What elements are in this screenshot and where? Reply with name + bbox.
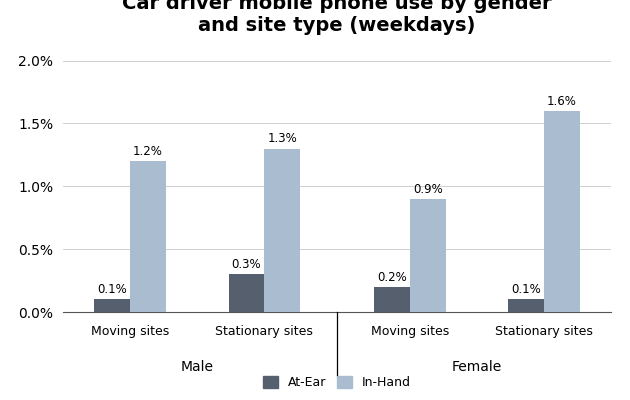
Text: Male: Male (181, 360, 214, 374)
Bar (508, 300, 544, 312)
Text: 0.1%: 0.1% (511, 283, 541, 296)
Text: 0.9%: 0.9% (413, 183, 442, 196)
Text: 1.2%: 1.2% (133, 145, 163, 158)
Text: 0.1%: 0.1% (98, 283, 127, 296)
Bar (374, 287, 410, 312)
Bar (229, 274, 265, 312)
Text: 1.3%: 1.3% (267, 132, 297, 146)
Text: 0.2%: 0.2% (377, 271, 407, 284)
Text: 1.6%: 1.6% (547, 95, 577, 108)
Bar (410, 199, 445, 312)
Text: Female: Female (452, 360, 502, 374)
Bar (130, 161, 166, 312)
Title: Car driver mobile phone use by gender
and site type (weekdays): Car driver mobile phone use by gender an… (122, 0, 552, 35)
Text: 0.3%: 0.3% (232, 258, 261, 271)
Bar (94, 300, 130, 312)
Bar (544, 111, 580, 312)
Legend: At-Ear, In-Hand: At-Ear, In-Hand (263, 376, 411, 389)
Bar (265, 148, 300, 312)
